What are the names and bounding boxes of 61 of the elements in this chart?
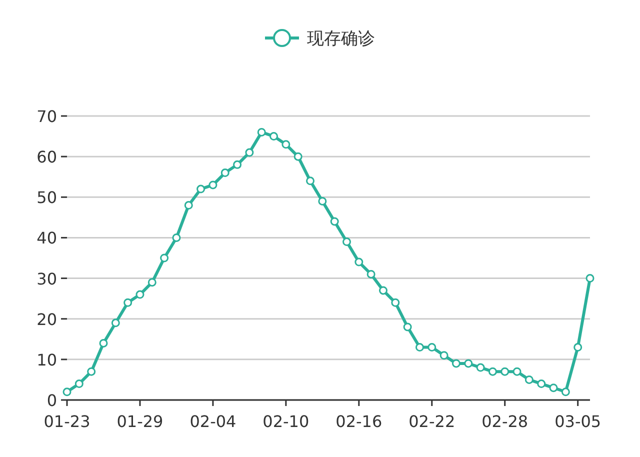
x-tick-label: 01-23 — [44, 412, 90, 431]
point — [270, 132, 278, 141]
point — [99, 338, 108, 348]
point — [415, 343, 424, 352]
point — [87, 367, 96, 376]
point — [440, 351, 448, 360]
y-tick-label: 20 — [36, 310, 57, 329]
point — [233, 160, 242, 169]
point — [488, 367, 497, 376]
point — [318, 196, 327, 206]
point — [500, 367, 510, 376]
point — [342, 238, 351, 246]
y-tick-label: 50 — [36, 188, 57, 208]
point — [257, 128, 266, 136]
point — [282, 140, 290, 149]
point — [184, 201, 193, 210]
point — [452, 359, 460, 368]
point — [537, 380, 546, 388]
point — [354, 258, 364, 266]
y-tick-label: 40 — [36, 228, 57, 248]
point — [306, 176, 315, 186]
point — [220, 168, 230, 178]
point — [524, 375, 534, 384]
point — [62, 388, 72, 396]
point — [245, 148, 254, 157]
point — [464, 359, 473, 368]
point — [428, 343, 436, 352]
point — [74, 380, 84, 388]
point — [391, 298, 400, 307]
y-tick-label: 30 — [36, 269, 57, 288]
point — [574, 343, 582, 352]
point — [403, 322, 412, 332]
point — [208, 180, 218, 190]
y-tick-label: 70 — [36, 107, 57, 126]
x-tick-label: 02-22 — [408, 412, 456, 431]
point — [561, 388, 570, 396]
point — [196, 184, 206, 194]
x-tick-label: 02-16 — [336, 412, 382, 431]
point — [330, 217, 339, 226]
point — [512, 367, 522, 376]
point — [148, 278, 156, 287]
x-tick-label: 02-28 — [482, 412, 528, 431]
point — [136, 290, 144, 299]
x-tick-label: 03-05 — [554, 412, 602, 431]
point — [366, 270, 376, 278]
legend-label: 现存确诊 — [307, 29, 375, 49]
x-tick-label: 01-29 — [116, 412, 164, 431]
point — [160, 254, 169, 262]
y-tick-label: 0 — [46, 391, 57, 410]
y-tick-label: 10 — [36, 350, 57, 370]
x-tick-label: 02-10 — [262, 412, 310, 431]
point — [378, 286, 388, 295]
y-tick-label: 60 — [36, 148, 57, 167]
x-tick-label: 02-04 — [190, 412, 236, 431]
point — [476, 363, 485, 372]
point — [111, 318, 120, 328]
point — [124, 298, 132, 307]
point — [294, 152, 302, 161]
point — [172, 233, 181, 242]
point — [549, 384, 558, 392]
point — [586, 274, 594, 283]
